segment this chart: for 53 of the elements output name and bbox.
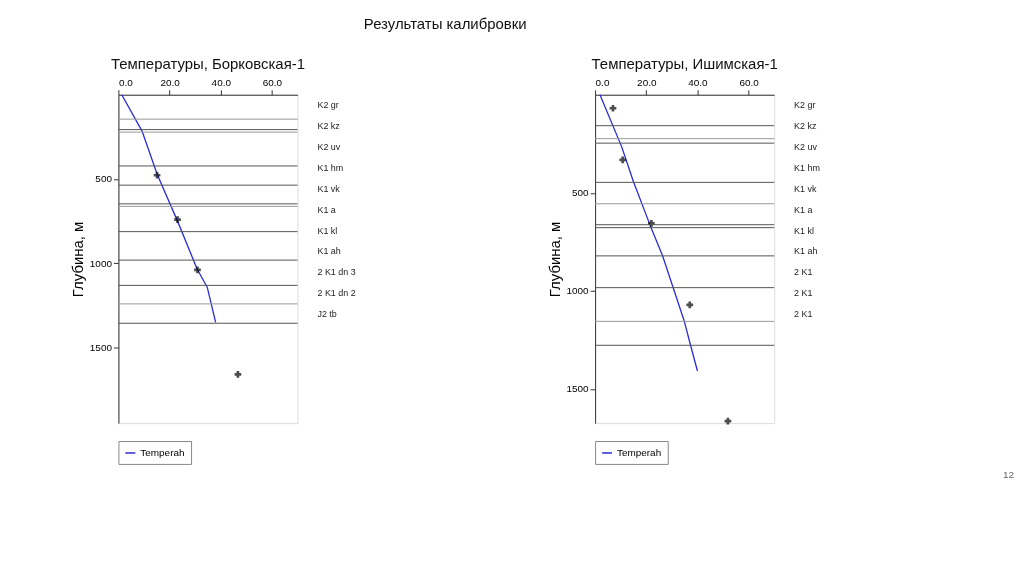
text: K1 a bbox=[317, 204, 336, 215]
text: K2 gr bbox=[794, 100, 816, 111]
text: K1 ah bbox=[794, 246, 818, 257]
text: 2 K1 bbox=[794, 288, 813, 299]
text: K1 ah bbox=[317, 246, 341, 257]
chart-title: Температуры, Ишимская-1 bbox=[591, 54, 778, 72]
text: J2 tb bbox=[317, 309, 337, 320]
line-series bbox=[599, 94, 699, 372]
text: K1 kl bbox=[317, 225, 338, 236]
x-tick-label: 20.0 bbox=[160, 77, 181, 89]
text: K1 hm bbox=[317, 162, 344, 173]
text: K1 vk bbox=[317, 183, 341, 194]
text: 12 bbox=[1002, 468, 1015, 480]
x-tick-label: 40.0 bbox=[211, 77, 232, 89]
text: K2 kz bbox=[317, 121, 341, 132]
text: K2 uv bbox=[794, 141, 818, 152]
text: 2 K1 bbox=[794, 309, 813, 320]
text: Результаты калибровки bbox=[363, 14, 527, 32]
text: 2 K1 bbox=[794, 267, 813, 278]
text: 2 K1 dn 2 bbox=[317, 288, 356, 299]
y-tick-label: 500 bbox=[572, 187, 590, 199]
y-tick-label: 500 bbox=[95, 173, 113, 185]
text: K1 a bbox=[794, 204, 813, 215]
y-axis-title: Глубина, м bbox=[545, 221, 563, 298]
point bbox=[153, 171, 161, 179]
x-tick-label: 0.0 bbox=[595, 77, 610, 89]
point bbox=[619, 156, 627, 164]
x-tick-label: 20.0 bbox=[637, 77, 657, 89]
y-tick-label: 1000 bbox=[89, 257, 113, 269]
y-axis-title: Глубина, м bbox=[68, 221, 86, 298]
text: K2 uv bbox=[317, 141, 341, 152]
x-tick-label: 60.0 bbox=[262, 77, 283, 89]
legend-label: Temperah bbox=[140, 446, 185, 458]
text: K1 hm bbox=[794, 162, 820, 173]
point bbox=[686, 301, 694, 309]
text: K2 gr bbox=[317, 100, 339, 111]
x-tick-label: 60.0 bbox=[739, 77, 760, 89]
x-tick-label: 40.0 bbox=[688, 77, 709, 89]
line-series bbox=[121, 94, 217, 324]
text: K1 vk bbox=[794, 183, 818, 194]
legend-label: Temperah bbox=[616, 446, 662, 458]
y-tick-label: 1000 bbox=[566, 285, 590, 297]
point bbox=[194, 266, 201, 274]
point bbox=[234, 371, 242, 378]
y-tick-label: 1500 bbox=[566, 383, 590, 395]
text: K1 kl bbox=[794, 225, 815, 236]
chart-title: Температуры, Борковская-1 bbox=[110, 54, 305, 72]
point bbox=[609, 104, 617, 112]
text: 2 K1 dn 3 bbox=[317, 267, 356, 278]
text: K2 kz bbox=[794, 121, 818, 132]
y-tick-label: 1500 bbox=[89, 341, 113, 353]
point bbox=[174, 216, 181, 224]
x-tick-label: 0.0 bbox=[118, 77, 134, 89]
